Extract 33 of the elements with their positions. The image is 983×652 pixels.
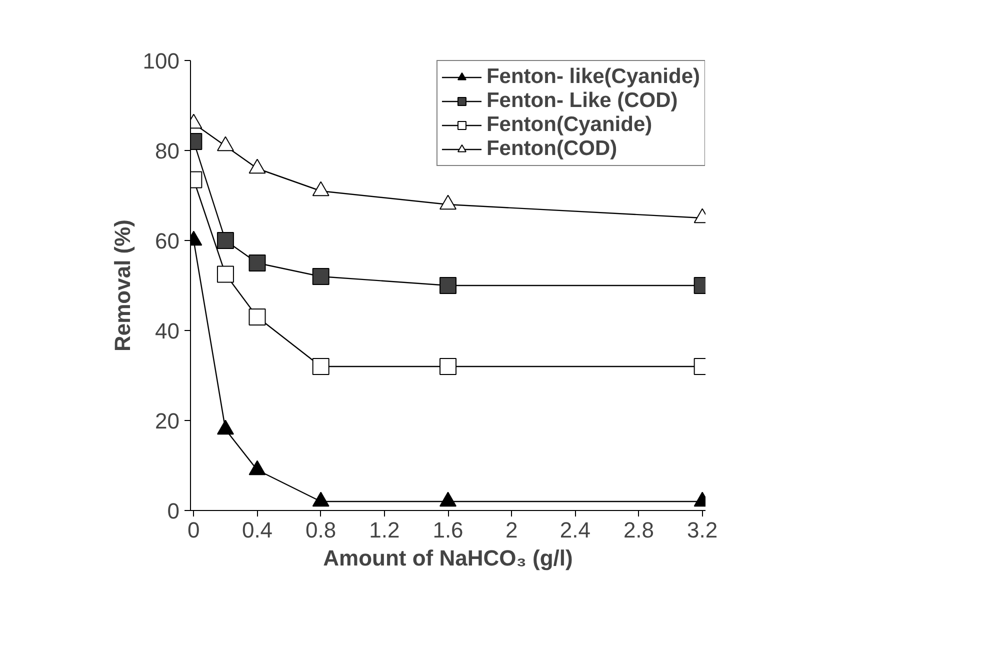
legend-label: Fenton- Like (COD) — [486, 89, 678, 113]
point — [440, 358, 456, 375]
y-tick-label: 20 — [155, 408, 180, 434]
x-axis-title: Amount of NaHCO₃ (g/l) — [323, 546, 573, 570]
point — [216, 232, 234, 249]
y-tick-label: 0 — [167, 498, 180, 524]
legend-label: Fenton(COD) — [486, 137, 618, 161]
x-tick-label: 2.8 — [623, 518, 654, 542]
x-tick-label: 0 — [188, 518, 200, 542]
point — [312, 492, 330, 507]
y-tick-label: 80 — [155, 138, 180, 164]
point — [216, 266, 234, 283]
y-tick-label: 100 — [142, 48, 180, 74]
point — [248, 460, 266, 476]
point — [312, 268, 330, 285]
x-tick-label: 2.4 — [560, 518, 590, 542]
y-tick-label: 40 — [155, 318, 180, 344]
point — [216, 420, 234, 435]
point — [248, 254, 266, 272]
legend-label: Fenton(Cyanide) — [486, 113, 652, 137]
x-tick-label: 3.2 — [687, 518, 718, 542]
point — [248, 308, 266, 326]
y-axis-title: Removal (%) — [110, 219, 135, 352]
x-tick-label: 0.4 — [242, 518, 273, 542]
x-tick-label: 2 — [505, 518, 518, 542]
y-tick-label: 60 — [155, 228, 180, 254]
x-tick-label: 1.6 — [432, 518, 464, 542]
x-tick-label: 0.8 — [306, 518, 336, 542]
point — [312, 358, 330, 375]
x-tick-label: 1.2 — [369, 518, 400, 542]
point — [440, 492, 456, 507]
legend-label: Fenton- like(Cyanide) — [486, 65, 700, 89]
point — [440, 277, 456, 294]
